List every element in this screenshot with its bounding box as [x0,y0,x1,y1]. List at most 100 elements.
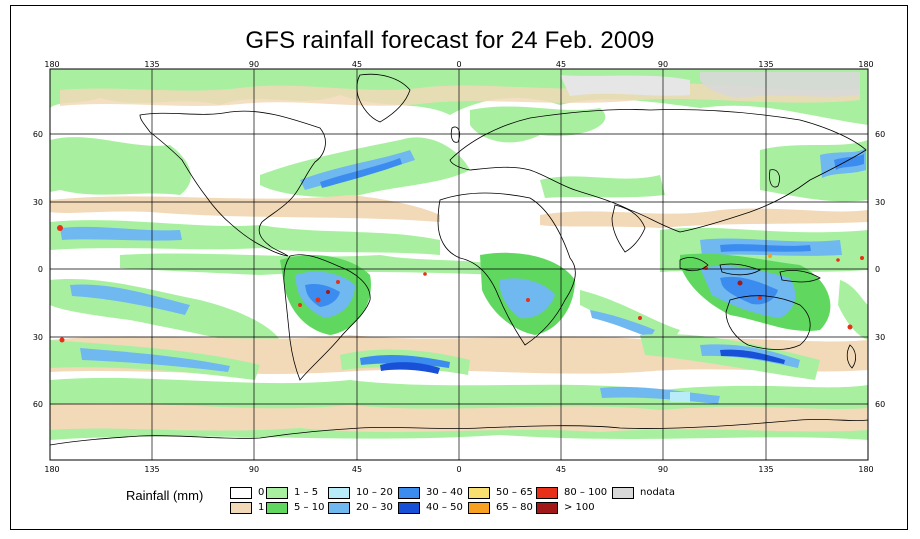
legend-swatch [230,486,252,499]
legend-swatch [468,501,490,514]
rain-spot [423,272,427,276]
antarctica-outline [50,419,868,446]
legend-swatch [468,486,490,499]
legend-label: 50 – 65 [496,487,533,498]
lon-label: 45 [556,465,566,474]
right-lat-labels: 60 30 0 30 60 [875,130,885,409]
legend-item: > 100 [536,501,595,514]
rain-spot [768,254,772,258]
rain-spot [836,258,840,262]
legend-swatch [536,501,558,514]
legend-item: 40 – 50 [398,501,463,514]
lon-label: 135 [758,60,773,69]
legend-swatch [398,486,420,499]
lat-label: 60 [875,400,885,409]
legend: Rainfall (mm) 0 1 1 – 5 5 – 10 10 – 20 2… [0,480,920,520]
rain-spot [336,280,340,284]
rain-area [720,276,778,305]
rain-spot [326,290,330,294]
rain-spot [737,280,743,286]
lon-label: 90 [249,60,259,69]
rain-area [720,244,811,252]
rain-spot [315,297,321,303]
legend-label: 0 [258,487,265,498]
legend-label: 10 – 20 [356,487,393,498]
left-lat-labels: 60 30 0 30 60 [33,130,43,409]
coastlines [50,73,868,446]
rain-area [50,137,191,195]
legend-item: 50 – 65 [468,486,533,499]
legend-label: 5 – 10 [294,502,325,513]
rain-area [540,208,868,228]
rain-area [380,362,440,374]
legend-swatch [612,486,634,499]
legend-item: 10 – 20 [328,486,393,499]
lon-label: 45 [352,465,362,474]
graticule [50,69,868,460]
legend-label: > 100 [564,502,595,513]
rain-spot [847,324,853,330]
legend-label: 20 – 30 [356,502,393,513]
rain-area [305,283,340,307]
lon-label: 180 [858,465,873,474]
rain-area [670,392,690,402]
legend-swatch [266,486,288,499]
island-outline [779,270,821,283]
island-outline [769,169,780,188]
rain-spot [59,337,65,343]
south-america-outline [283,254,371,381]
legend-label: 40 – 50 [426,502,463,513]
rain-area [470,106,606,143]
bottom-lon-labels: 180 135 90 45 0 45 90 135 180 [44,465,873,474]
lat-label: 30 [875,198,885,207]
india-outline [611,204,646,253]
lat-label: 60 [33,400,43,409]
new-zealand-outline [846,344,856,369]
rain-spot [298,303,302,307]
lat-label: 30 [33,198,43,207]
figure-frame [10,5,908,530]
legend-item: 80 – 100 [536,486,607,499]
rain-area [580,290,680,345]
lon-label: 90 [658,60,668,69]
rain-area [590,310,655,338]
legend-label: 1 – 5 [294,487,319,498]
island-outline [679,257,709,272]
lon-label: 135 [144,60,159,69]
legend-label: nodata [640,487,675,498]
rain-spot [526,298,530,302]
rain-area [560,75,690,96]
rain-area [838,280,868,340]
legend-swatch [536,486,558,499]
legend-item: 5 – 10 [266,501,324,514]
legend-swatch [230,501,252,514]
legend-item: 30 – 40 [398,486,463,499]
lon-label: 135 [758,465,773,474]
legend-label: 30 – 40 [426,487,463,498]
legend-label: 65 – 80 [496,502,533,513]
rain-area [320,158,402,188]
legend-item: 1 – 5 [266,486,318,499]
legend-item: nodata [612,486,675,499]
legend-swatch [398,501,420,514]
island-outline [719,263,761,276]
lon-label: 180 [44,465,59,474]
rain-area [60,226,182,241]
lon-label: 45 [352,60,362,69]
rain-area [540,175,665,198]
rain-area [80,348,230,372]
rain-area [720,349,785,364]
rainfall-field [50,69,868,460]
lon-label: 0 [456,60,461,69]
lat-label: 60 [33,130,43,139]
australia-outline [725,295,811,350]
lon-label: 180 [44,60,59,69]
top-lon-labels: 180 135 90 45 0 45 90 135 180 [44,60,873,69]
rain-spot [638,316,642,320]
lon-label: 90 [249,465,259,474]
rain-spot [860,256,864,260]
rain-area [700,72,860,98]
rain-area [70,284,190,315]
lon-label: 135 [144,465,159,474]
